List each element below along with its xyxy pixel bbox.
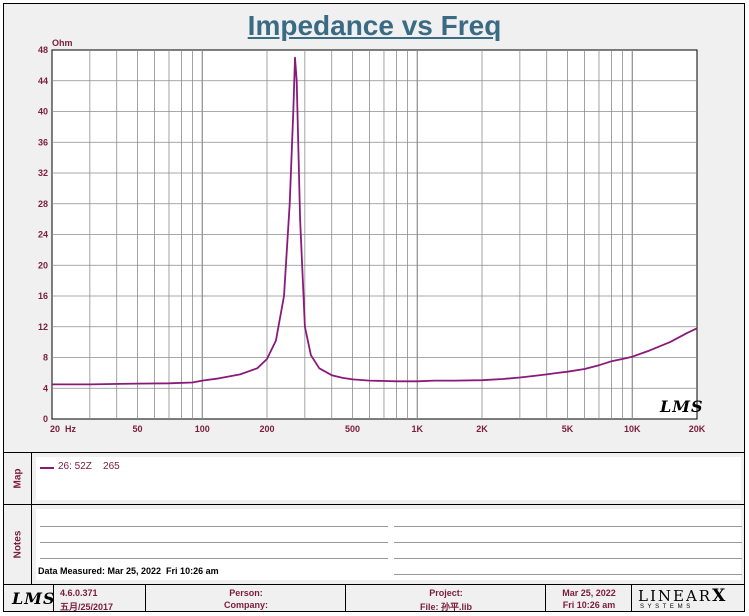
y-tick-label: 12	[38, 322, 48, 332]
y-tick-label: 8	[43, 353, 48, 363]
y-tick-label: 28	[38, 199, 48, 209]
footer-project-cell: Project: File: 孙平.lib	[346, 585, 546, 612]
x-tick-label: 10K	[624, 424, 641, 434]
grid-lines	[52, 50, 697, 419]
x-tick-label: 50	[133, 424, 143, 434]
y-tick-label: 32	[38, 168, 48, 178]
x-tick-labels: 20 Hz 50 100 200 500 1K 2K 5K 10K 20K	[50, 424, 706, 434]
note-line	[394, 526, 742, 527]
map-panel: Map 26: 52Z 265	[4, 452, 745, 504]
y-tick-label: 20	[38, 260, 48, 270]
footer-person-cell: Person: Company:	[146, 585, 346, 612]
series-layer	[52, 56, 698, 386]
linearx-logo: LINEARX	[638, 586, 728, 606]
note-line	[394, 574, 742, 575]
person-label: Person:	[229, 588, 263, 598]
footer-version-cell: 4.6.0.371 五月/25/2017	[54, 585, 146, 612]
footer-logo-cell: LMS	[4, 585, 56, 612]
legend-entry: 26: 52Z 265	[58, 461, 120, 472]
lms-logo: LMS	[12, 589, 56, 608]
x-tick-label: 20K	[689, 424, 706, 434]
footer-date: Mar 25, 2022	[562, 588, 616, 598]
x-tick-label: 2K	[476, 424, 488, 434]
y-tick-label: 4	[43, 383, 48, 393]
data-measured-text: Data Measured: Mar 25, 2022 Fri 10:26 am	[38, 566, 219, 576]
note-line	[40, 542, 388, 543]
version-text: 4.6.0.371	[60, 588, 98, 598]
map-legend-area: 26: 52Z 265	[36, 457, 741, 500]
lms-watermark: LMS	[659, 397, 704, 416]
y-tick-label: 48	[38, 45, 48, 55]
project-label: Project:	[429, 588, 463, 598]
y-tick-label: 40	[38, 107, 48, 117]
x-tick-label: 100	[195, 424, 210, 434]
chart-title: Impedance vs Freq	[247, 10, 502, 41]
x-tick-label: 200	[259, 424, 274, 434]
y-tick-label: 16	[38, 291, 48, 301]
map-side-label: Map	[4, 453, 32, 504]
notes-panel: Notes Data Measured: Mar 25, 2022 Fri 10…	[4, 504, 745, 584]
y-tick-label: 44	[38, 76, 48, 86]
note-line	[394, 558, 742, 559]
footer-brand-cell: LINEARX S Y S T E M S	[632, 585, 745, 612]
y-tick-label: 24	[38, 230, 48, 240]
linearx-systems-text: S Y S T E M S	[640, 604, 692, 610]
x-tick-label: 20 Hz	[50, 424, 77, 434]
y-axis-unit-label: Ohm	[52, 38, 73, 48]
notes-area[interactable]: Data Measured: Mar 25, 2022 Fri 10:26 am	[36, 509, 742, 580]
note-line	[40, 526, 388, 527]
x-tick-label: 1K	[412, 424, 424, 434]
series-line	[52, 56, 698, 386]
note-line	[40, 558, 388, 559]
footer-time: Fri 10:26 am	[562, 600, 616, 610]
notes-side-label: Notes	[4, 505, 32, 584]
y-tick-label: 36	[38, 137, 48, 147]
note-line	[394, 542, 742, 543]
x-tick-label: 500	[345, 424, 360, 434]
build-date-text: 五月/25/2017	[60, 602, 114, 612]
x-tick-label: 5K	[562, 424, 574, 434]
footer-bar: LMS 4.6.0.371 五月/25/2017 Person: Company…	[4, 584, 745, 612]
footer-date-cell: Mar 25, 2022 Fri 10:26 am	[546, 585, 632, 612]
y-tick-label: 0	[43, 414, 48, 424]
legend-swatch	[40, 467, 54, 469]
company-label: Company:	[223, 600, 268, 610]
file-label: File: 孙平.lib	[419, 602, 472, 612]
